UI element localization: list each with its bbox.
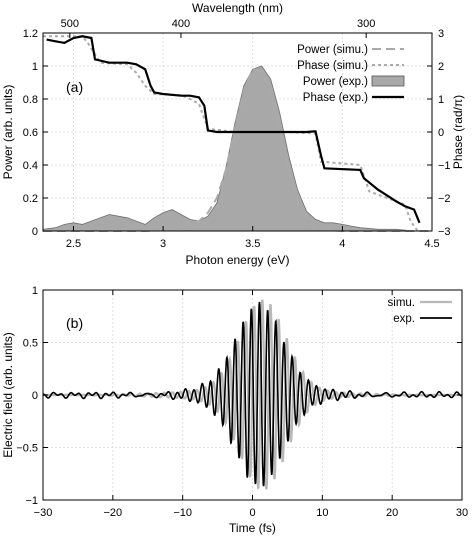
legend-label: exp. bbox=[393, 313, 415, 325]
legend-label: simu. bbox=[388, 297, 415, 309]
panel-a-chart: 2.5 3 3.5 4 4.5 0 0.2 0.4 0.6 0.8 1 1.2 −3 −2 −1 0 1 2 3 50… bbox=[1, 1, 465, 267]
x-axis-label: Photon energy (eV) bbox=[185, 253, 289, 267]
x-tick-label: 2.5 bbox=[66, 238, 81, 250]
series-power-exp-area bbox=[42, 65, 424, 232]
y-right-tick-label: −1 bbox=[438, 160, 451, 172]
y-left-axis-label: Power (arb. units) bbox=[1, 85, 15, 180]
y-axis-label: Electric field (arb. units) bbox=[1, 332, 15, 457]
y-right-tick-label: 1 bbox=[438, 94, 444, 106]
legend-label: Phase (simu.) bbox=[297, 60, 368, 72]
x-tick-label: −20 bbox=[103, 507, 122, 519]
legend-label: Phase (exp.) bbox=[303, 92, 368, 104]
top-tick-label: 300 bbox=[357, 18, 375, 30]
y-left-tick-label: 0.4 bbox=[23, 160, 38, 172]
panel-label: (a) bbox=[66, 79, 83, 95]
y-left-tick-label: 0.2 bbox=[23, 193, 38, 205]
y-right-tick-label: −2 bbox=[438, 193, 451, 205]
y-tick-label: 0.5 bbox=[23, 338, 38, 350]
y-right-axis-label: Phase (rad/π) bbox=[451, 95, 465, 169]
y-tick-label: 1 bbox=[32, 285, 38, 297]
y-tick-label: −1 bbox=[25, 495, 38, 507]
y-right-tick-label: 2 bbox=[438, 61, 444, 73]
y-left-tick-label: 0.6 bbox=[23, 127, 38, 139]
series-exp-line bbox=[43, 301, 463, 487]
top-tick-label: 400 bbox=[172, 18, 190, 30]
x-tick-label: −10 bbox=[173, 507, 192, 519]
top-tick-label: 500 bbox=[61, 18, 79, 30]
panel-label: (b) bbox=[66, 315, 83, 331]
series-phase-exp-line bbox=[46, 35, 421, 224]
x-tick-label: 4 bbox=[339, 238, 345, 250]
x-tick-label: 20 bbox=[386, 507, 398, 519]
x-tick-label: 3.5 bbox=[245, 238, 260, 250]
x-tick-label: 3 bbox=[160, 238, 166, 250]
x-tick-label: 10 bbox=[316, 507, 328, 519]
x-tick-label: 0 bbox=[249, 507, 255, 519]
y-right-tick-label: 0 bbox=[438, 127, 444, 139]
y-right-tick-label: −3 bbox=[438, 226, 451, 238]
y-left-tick-label: 1.2 bbox=[23, 28, 38, 40]
x-tick-label: 4.5 bbox=[424, 238, 439, 250]
legend-label: Power (simu.) bbox=[297, 44, 368, 56]
legend-label: Power (exp.) bbox=[303, 76, 368, 88]
x-axis-label: Time (fs) bbox=[229, 521, 276, 535]
y-tick-label: 0 bbox=[32, 390, 38, 402]
y-right-tick-label: 3 bbox=[438, 28, 444, 40]
top-axis-label: Wavelength (nm) bbox=[192, 1, 283, 15]
panel-b-chart: −30 −20 −10 0 10 20 30 −1 −0.5 0 0.5 1 Time (fs) Elec… bbox=[1, 285, 468, 535]
y-left-tick-label: 0 bbox=[32, 226, 38, 238]
y-tick-label: −0.5 bbox=[16, 443, 38, 455]
legend-swatch bbox=[371, 75, 405, 87]
x-tick-label: 30 bbox=[456, 507, 468, 519]
x-tick-label: −30 bbox=[34, 507, 53, 519]
y-left-tick-label: 0.8 bbox=[23, 94, 38, 106]
y-left-tick-label: 1 bbox=[32, 61, 38, 73]
